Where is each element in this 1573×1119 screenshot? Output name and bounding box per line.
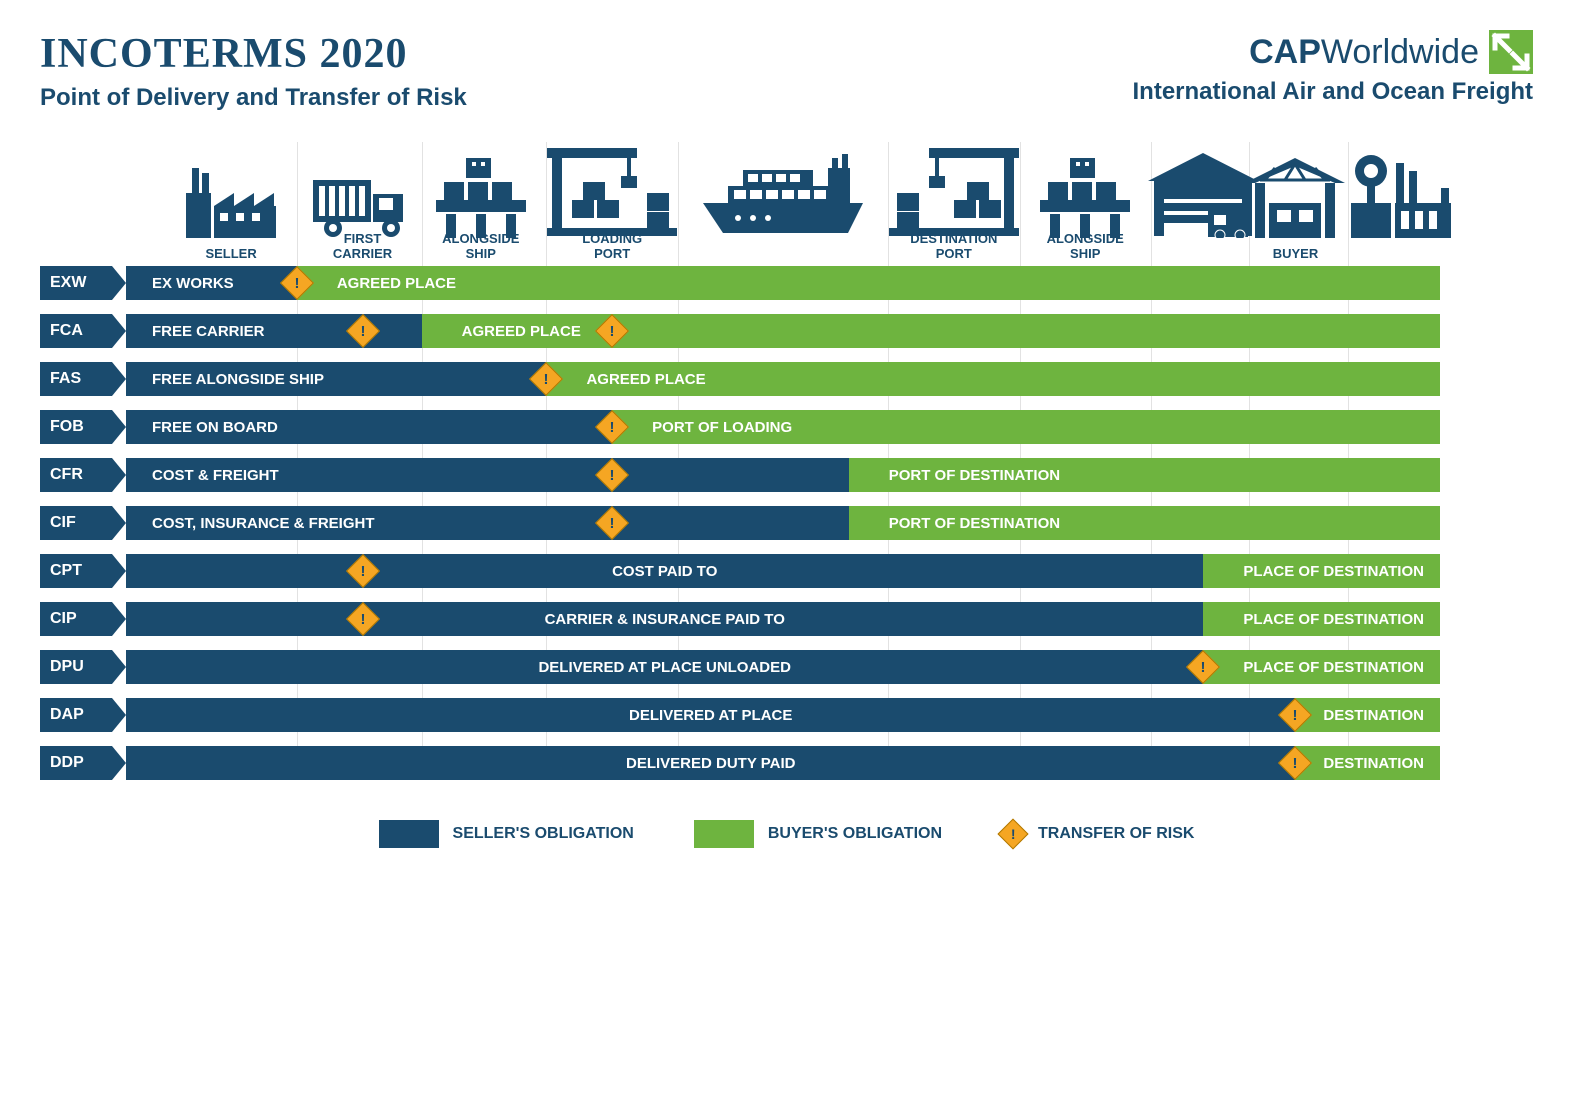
seller-bar: COST, INSURANCE & FREIGHT xyxy=(126,506,849,540)
brand-arrows-icon xyxy=(1489,30,1533,74)
header: INCOTERMS 2020 Point of Delivery and Tra… xyxy=(40,30,1533,112)
stage-truck-icon xyxy=(313,168,413,238)
seller-bar: CARRIER & INSURANCE PAID TO xyxy=(126,602,1203,636)
term-code-label: DPU xyxy=(50,658,84,676)
stage-label: LOADING PORT xyxy=(582,232,642,262)
term-code: FAS xyxy=(40,362,112,396)
chart-area: SELLER FIRST CARRIER ALONGSIDE SHIP LOADING… xyxy=(40,142,1533,780)
brand-bold: CAP xyxy=(1249,33,1321,71)
term-code-label: DAP xyxy=(50,706,84,724)
legend-seller-swatch xyxy=(379,820,439,848)
stage-crane2-icon xyxy=(889,148,1019,238)
term-code-label: CFR xyxy=(50,466,83,484)
buyer-bar: AGREED PLACE xyxy=(422,314,1440,348)
term-code: DPU xyxy=(40,650,112,684)
stage-label: ALONGSIDE SHIP xyxy=(442,232,519,262)
seller-bar: COST PAID TO xyxy=(126,554,1203,588)
buyer-bar: AGREED PLACE xyxy=(546,362,1440,396)
term-code-label: EXW xyxy=(50,274,86,292)
stage-ship-icon xyxy=(698,148,868,238)
brand-tagline: International Air and Ocean Freight xyxy=(1133,78,1534,106)
term-code: CIF xyxy=(40,506,112,540)
seller-bar: DELIVERED AT PLACE xyxy=(126,698,1295,732)
brand-text: CAPWorldwide xyxy=(1249,33,1479,72)
legend: SELLER'S OBLIGATION BUYER'S OBLIGATION !… xyxy=(40,820,1533,848)
term-row-exw: EXWEX WORKSAGREED PLACE! xyxy=(40,266,1533,300)
buyer-bar: PLACE OF DESTINATION xyxy=(1203,554,1440,588)
stage-crane-icon xyxy=(547,148,677,238)
legend-buyer: BUYER'S OBLIGATION xyxy=(694,820,942,848)
stage-label: FIRST CARRIER xyxy=(333,232,392,262)
term-code-label: CIP xyxy=(50,610,77,628)
legend-risk-label: TRANSFER OF RISK xyxy=(1038,825,1194,843)
seller-bar: DELIVERED AT PLACE UNLOADED xyxy=(126,650,1203,684)
stage-header-row: SELLER FIRST CARRIER ALONGSIDE SHIP LOADING… xyxy=(40,142,1533,262)
buyer-bar: DESTINATION xyxy=(1295,698,1440,732)
term-code: CPT xyxy=(40,554,112,588)
legend-seller-label: SELLER'S OBLIGATION xyxy=(453,825,634,843)
term-row-ddp: DDPDELIVERED DUTY PAIDDESTINATION! xyxy=(40,746,1533,780)
term-code-label: FOB xyxy=(50,418,84,436)
term-row-fas: FASFREE ALONGSIDE SHIPAGREED PLACE! xyxy=(40,362,1533,396)
term-row-dpu: DPU DELIVERED AT PLACE UNLOADEDPLACE OF D… xyxy=(40,650,1533,684)
stage-dock-icon xyxy=(436,158,526,238)
buyer-bar: PLACE OF DESTINATION xyxy=(1203,650,1440,684)
page-title: INCOTERMS 2020 xyxy=(40,30,467,78)
brand-logo: CAPWorldwide xyxy=(1133,30,1534,74)
term-code-label: FCA xyxy=(50,322,83,340)
term-code: EXW xyxy=(40,266,112,300)
term-row-fob: FOBFREE ON BOARDPORT OF LOADING! xyxy=(40,410,1533,444)
term-code: DAP xyxy=(40,698,112,732)
brand-light: Worldwide xyxy=(1321,33,1479,71)
legend-risk-swatch: ! xyxy=(997,818,1028,849)
stage-label: BUYER xyxy=(1273,247,1319,262)
term-code-label: CPT xyxy=(50,562,82,580)
stage-factory-icon xyxy=(186,158,276,238)
term-row-cip: CIP CARRIER & INSURANCE PAID TOPLACE OF D… xyxy=(40,602,1533,636)
term-code: CFR xyxy=(40,458,112,492)
buyer-bar: PORT OF LOADING xyxy=(612,410,1440,444)
stage-label: ALONGSIDE SHIP xyxy=(1047,232,1124,262)
stage-factory2-icon xyxy=(1351,153,1451,238)
buyer-bar: PORT OF DESTINATION xyxy=(849,506,1440,540)
term-rows-container: EXWEX WORKSAGREED PLACE!FCAFREE CARRIERA… xyxy=(40,266,1533,780)
term-code-label: CIF xyxy=(50,514,76,532)
term-code: FOB xyxy=(40,410,112,444)
seller-bar: EX WORKS xyxy=(126,266,297,300)
seller-bar: FREE ALONGSIDE SHIP xyxy=(126,362,546,396)
seller-bar: FREE ON BOARD xyxy=(126,410,612,444)
page-subtitle: Point of Delivery and Transfer of Risk xyxy=(40,84,467,112)
term-row-fca: FCAFREE CARRIERAGREED PLACE!! xyxy=(40,314,1533,348)
term-row-cpt: CPTCOST PAID TOPLACE OF DESTINATION! xyxy=(40,554,1533,588)
stage-dock2-icon xyxy=(1040,158,1130,238)
buyer-bar: PORT OF DESTINATION xyxy=(849,458,1440,492)
stage-warehouse-icon xyxy=(1148,153,1258,238)
legend-risk: ! TRANSFER OF RISK xyxy=(1002,823,1194,845)
header-right: CAPWorldwide International Air and Ocean… xyxy=(1133,30,1534,106)
legend-buyer-label: BUYER'S OBLIGATION xyxy=(768,825,942,843)
buyer-bar: DESTINATION xyxy=(1295,746,1440,780)
term-code: FCA xyxy=(40,314,112,348)
seller-bar: DELIVERED DUTY PAID xyxy=(126,746,1295,780)
term-code-label: FAS xyxy=(50,370,81,388)
buyer-bar: PLACE OF DESTINATION xyxy=(1203,602,1440,636)
term-code: CIP xyxy=(40,602,112,636)
buyer-bar: AGREED PLACE xyxy=(297,266,1440,300)
seller-bar: COST & FREIGHT xyxy=(126,458,849,492)
term-code: DDP xyxy=(40,746,112,780)
legend-buyer-swatch xyxy=(694,820,754,848)
term-row-cfr: CFRCOST & FREIGHTPORT OF DESTINATION! xyxy=(40,458,1533,492)
term-row-cif: CIF COST, INSURANCE & FREIGHTPORT OF DEST… xyxy=(40,506,1533,540)
header-left: INCOTERMS 2020 Point of Delivery and Tra… xyxy=(40,30,467,112)
legend-seller: SELLER'S OBLIGATION xyxy=(379,820,634,848)
stage-label: SELLER xyxy=(205,247,256,262)
term-code-label: DDP xyxy=(50,754,84,772)
term-row-dap: DAPDELIVERED AT PLACEDESTINATION! xyxy=(40,698,1533,732)
stage-label: DESTINATION PORT xyxy=(910,232,997,262)
stage-shed-icon xyxy=(1245,158,1345,238)
